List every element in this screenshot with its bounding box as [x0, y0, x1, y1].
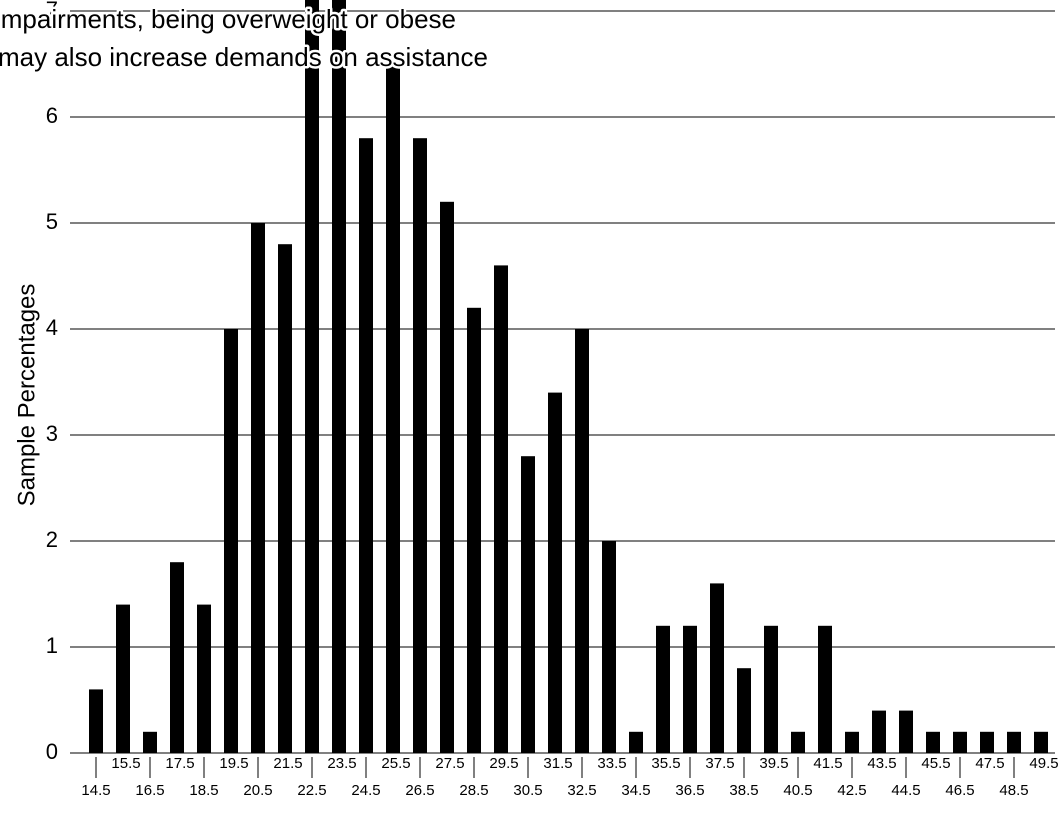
bar	[737, 668, 751, 753]
x-tick-label: 25.5	[381, 755, 410, 772]
bar	[467, 307, 481, 753]
x-tick-label: 47.5	[975, 755, 1004, 772]
bar	[953, 731, 967, 753]
bar	[926, 731, 940, 753]
x-tick-label: 33.5	[597, 755, 626, 772]
bar	[980, 731, 994, 753]
x-tick-label: 16.5	[135, 782, 164, 799]
bar	[359, 138, 373, 753]
x-tick-label: 20.5	[243, 782, 272, 799]
bar	[251, 223, 265, 753]
annotation: impairments, being overweight or obese	[0, 4, 456, 34]
x-tick-label: 14.5	[81, 782, 110, 799]
y-tick-label: 1	[46, 633, 58, 658]
x-tick-label: 32.5	[567, 782, 596, 799]
x-tick-label: 28.5	[459, 782, 488, 799]
x-tick-label: 41.5	[813, 755, 842, 772]
x-tick-label: 27.5	[435, 755, 464, 772]
bar	[116, 604, 130, 753]
bar	[1007, 731, 1021, 753]
x-tick-label: 40.5	[783, 782, 812, 799]
bar	[791, 731, 805, 753]
y-tick-label: 5	[46, 209, 58, 234]
bar	[1034, 731, 1048, 753]
bar	[710, 583, 724, 753]
y-tick-label: 2	[46, 527, 58, 552]
bar	[602, 541, 616, 753]
bar	[332, 0, 346, 754]
x-tick-label: 31.5	[543, 755, 572, 772]
x-tick-label: 23.5	[327, 755, 356, 772]
bar	[224, 329, 238, 753]
x-tick-label: 48.5	[999, 782, 1028, 799]
x-tick-label: 46.5	[945, 782, 974, 799]
x-tick-label: 38.5	[729, 782, 758, 799]
bar	[845, 731, 859, 753]
y-tick-label: 0	[46, 739, 58, 764]
bar	[899, 710, 913, 753]
bar	[494, 265, 508, 753]
y-tick-label: 7	[46, 0, 58, 22]
x-tick-label: 42.5	[837, 782, 866, 799]
bar	[656, 625, 670, 753]
x-tick-label: 37.5	[705, 755, 734, 772]
x-tick-label: 19.5	[219, 755, 248, 772]
bar	[818, 625, 832, 753]
x-tick-label: 36.5	[675, 782, 704, 799]
bar	[89, 689, 103, 753]
y-tick-label: 3	[46, 421, 58, 446]
x-tick-label: 21.5	[273, 755, 302, 772]
bar	[278, 244, 292, 753]
bar	[575, 329, 589, 753]
x-tick-label: 43.5	[867, 755, 896, 772]
x-tick-label: 22.5	[297, 782, 326, 799]
x-tick-label: 39.5	[759, 755, 788, 772]
x-tick-label: 26.5	[405, 782, 434, 799]
x-tick-label: 49.5	[1029, 755, 1058, 772]
x-tick-label: 34.5	[621, 782, 650, 799]
bar	[305, 0, 319, 754]
bar	[197, 604, 211, 753]
x-tick-label: 24.5	[351, 782, 380, 799]
x-tick-label: 17.5	[165, 755, 194, 772]
annotation: may also increase demands on assistance	[0, 42, 488, 72]
bar	[629, 731, 643, 753]
bar	[872, 710, 886, 753]
bar	[413, 138, 427, 753]
bar	[440, 201, 454, 754]
bar	[683, 625, 697, 753]
bar	[764, 625, 778, 753]
x-tick-label: 18.5	[189, 782, 218, 799]
y-axis-label: Sample Percentages	[13, 284, 40, 507]
bar	[143, 731, 157, 753]
bar	[170, 562, 184, 753]
x-tick-label: 29.5	[489, 755, 518, 772]
x-tick-label: 35.5	[651, 755, 680, 772]
bar	[548, 392, 562, 753]
y-tick-label: 4	[46, 315, 58, 340]
x-tick-label: 15.5	[111, 755, 140, 772]
bar	[386, 53, 400, 753]
y-tick-label: 6	[46, 103, 58, 128]
bar	[521, 456, 535, 753]
x-tick-label: 44.5	[891, 782, 920, 799]
x-tick-label: 30.5	[513, 782, 542, 799]
x-tick-label: 45.5	[921, 755, 950, 772]
